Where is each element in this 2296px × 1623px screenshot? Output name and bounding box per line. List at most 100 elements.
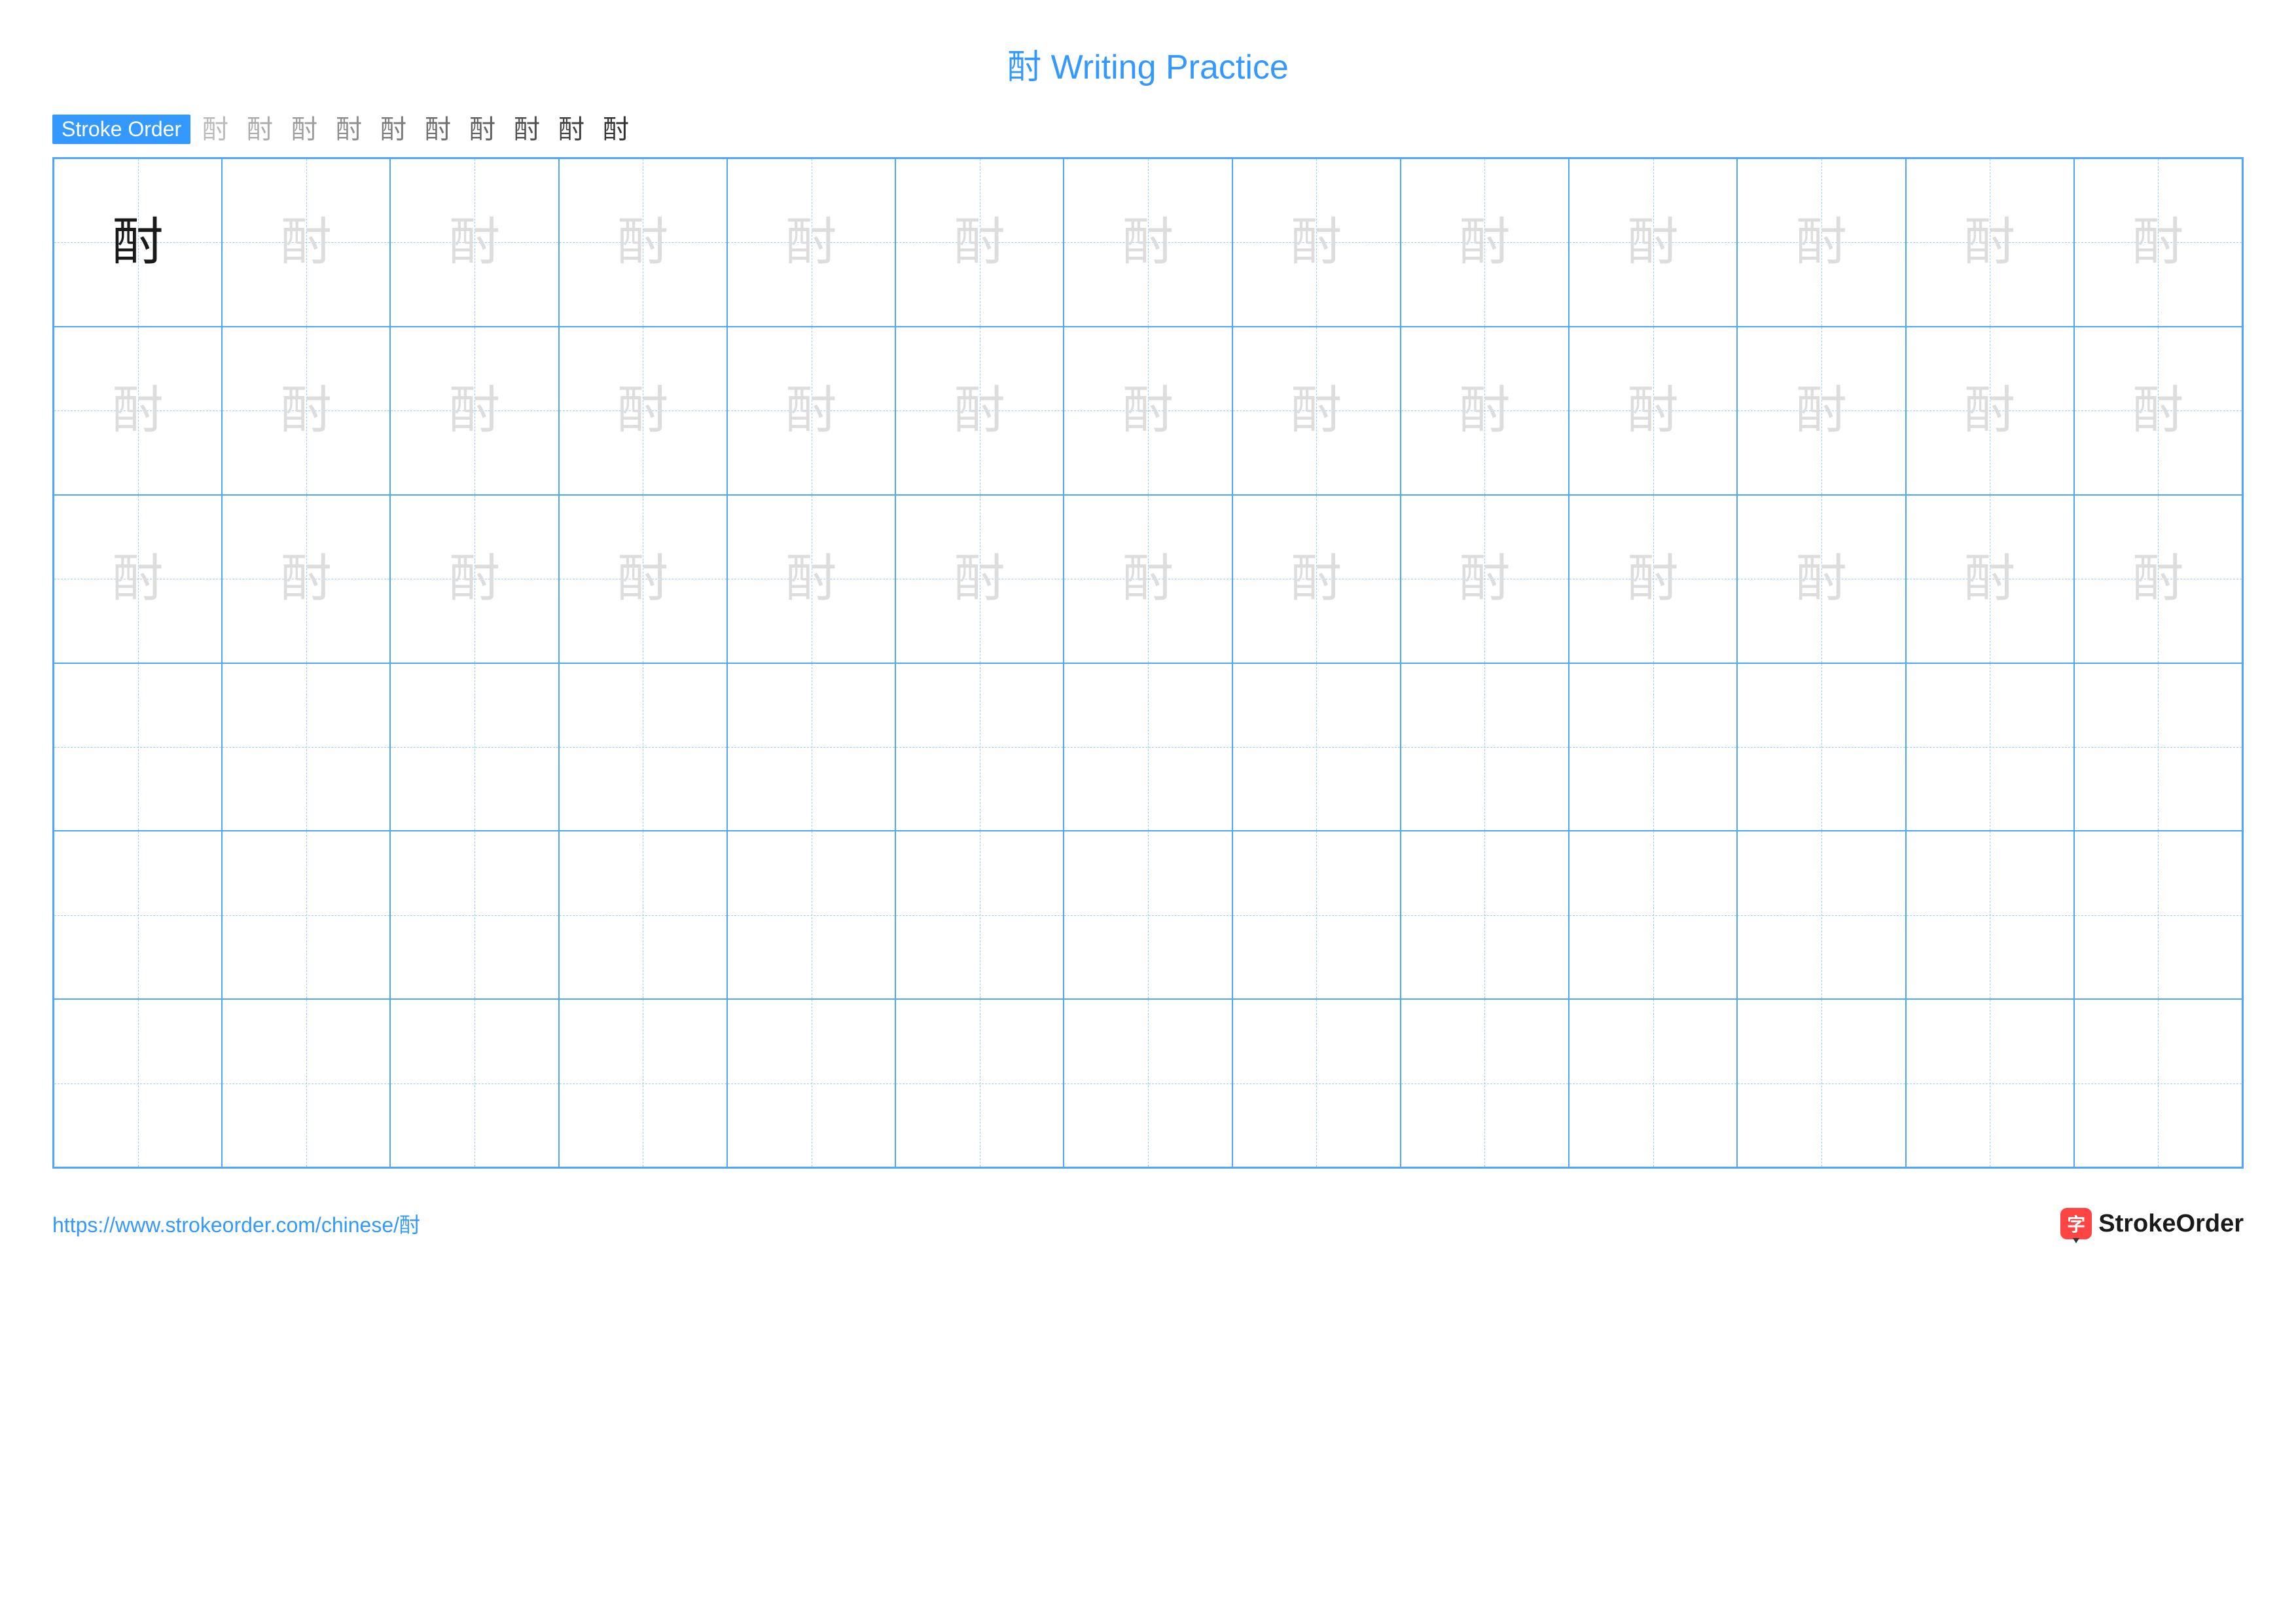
practice-cell: 酎 xyxy=(1737,158,1905,327)
practice-cell xyxy=(1401,663,1569,831)
practice-cell xyxy=(54,999,222,1167)
footer-url-link[interactable]: https://www.strokeorder.com/chinese/酎 xyxy=(52,1209,420,1239)
practice-cell: 酎 xyxy=(727,158,895,327)
practice-character: 酎 xyxy=(281,553,332,604)
practice-character: 酎 xyxy=(1964,217,2015,268)
practice-cell: 酎 xyxy=(222,495,390,663)
stroke-step: 酎 xyxy=(380,117,406,143)
stroke-steps: 酎酎酎酎酎酎酎酎酎酎 xyxy=(202,117,629,143)
practice-character: 酎 xyxy=(449,217,500,268)
practice-character: 酎 xyxy=(617,217,668,268)
footer: https://www.strokeorder.com/chinese/酎 字 … xyxy=(52,1208,2244,1239)
practice-cell xyxy=(1401,999,1569,1167)
practice-character: 酎 xyxy=(113,217,164,268)
practice-cell: 酎 xyxy=(1232,495,1401,663)
practice-cell: 酎 xyxy=(54,495,222,663)
stroke-order-row: Stroke Order 酎酎酎酎酎酎酎酎酎酎 xyxy=(52,115,2244,144)
practice-character: 酎 xyxy=(1964,385,2015,436)
practice-cell: 酎 xyxy=(1064,158,1232,327)
stroke-step: 酎 xyxy=(469,117,495,143)
practice-cell xyxy=(895,999,1064,1167)
practice-character: 酎 xyxy=(2132,217,2183,268)
practice-character: 酎 xyxy=(1122,553,1174,604)
practice-character: 酎 xyxy=(1796,553,1847,604)
practice-cell xyxy=(1064,663,1232,831)
practice-cell: 酎 xyxy=(895,327,1064,495)
practice-cell: 酎 xyxy=(1569,495,1737,663)
practice-cell xyxy=(727,999,895,1167)
practice-character: 酎 xyxy=(1459,217,1510,268)
practice-character: 酎 xyxy=(617,385,668,436)
practice-character: 酎 xyxy=(1291,385,1342,436)
practice-cell: 酎 xyxy=(222,158,390,327)
practice-cell: 酎 xyxy=(1906,327,2074,495)
practice-cell: 酎 xyxy=(2074,495,2242,663)
practice-character: 酎 xyxy=(449,553,500,604)
practice-cell: 酎 xyxy=(1401,327,1569,495)
stroke-step: 酎 xyxy=(603,117,629,143)
practice-character: 酎 xyxy=(954,385,1005,436)
practice-character: 酎 xyxy=(1628,385,1679,436)
practice-cell xyxy=(1064,999,1232,1167)
practice-cell: 酎 xyxy=(1737,495,1905,663)
practice-cell: 酎 xyxy=(1401,158,1569,327)
practice-cell xyxy=(1232,999,1401,1167)
page-title: 酎 Writing Practice xyxy=(52,39,2244,88)
practice-cell xyxy=(1737,663,1905,831)
practice-cell xyxy=(390,831,558,999)
practice-character: 酎 xyxy=(786,553,837,604)
practice-cell xyxy=(54,831,222,999)
practice-cell xyxy=(1906,663,2074,831)
practice-cell: 酎 xyxy=(559,327,727,495)
practice-character: 酎 xyxy=(1964,553,2015,604)
practice-cell xyxy=(390,999,558,1167)
practice-character: 酎 xyxy=(1796,385,1847,436)
practice-cell: 酎 xyxy=(1906,158,2074,327)
practice-cell: 酎 xyxy=(1232,158,1401,327)
practice-character: 酎 xyxy=(113,553,164,604)
practice-character: 酎 xyxy=(1796,217,1847,268)
practice-character: 酎 xyxy=(1459,385,1510,436)
practice-character: 酎 xyxy=(2132,385,2183,436)
practice-cell: 酎 xyxy=(895,495,1064,663)
stroke-step: 酎 xyxy=(336,117,362,143)
practice-cell xyxy=(1569,663,1737,831)
practice-cell xyxy=(390,663,558,831)
practice-cell xyxy=(2074,999,2242,1167)
stroke-step: 酎 xyxy=(247,117,273,143)
practice-character: 酎 xyxy=(1291,553,1342,604)
practice-cell xyxy=(222,999,390,1167)
logo-icon: 字 xyxy=(2060,1208,2092,1239)
practice-cell xyxy=(1064,831,1232,999)
title-character: 酎 xyxy=(1007,48,1041,86)
practice-grid: 酎酎酎酎酎酎酎酎酎酎酎酎酎酎酎酎酎酎酎酎酎酎酎酎酎酎酎酎酎酎酎酎酎酎酎酎酎酎酎 xyxy=(52,157,2244,1169)
practice-cell: 酎 xyxy=(895,158,1064,327)
practice-cell xyxy=(895,663,1064,831)
practice-cell xyxy=(727,831,895,999)
practice-cell: 酎 xyxy=(1401,495,1569,663)
practice-cell: 酎 xyxy=(1569,158,1737,327)
practice-cell xyxy=(1569,999,1737,1167)
practice-cell: 酎 xyxy=(390,495,558,663)
practice-character: 酎 xyxy=(1628,217,1679,268)
practice-cell xyxy=(2074,663,2242,831)
practice-cell xyxy=(54,663,222,831)
practice-cell xyxy=(1906,831,2074,999)
practice-cell: 酎 xyxy=(2074,327,2242,495)
footer-logo: 字 StrokeOrder xyxy=(2060,1208,2244,1239)
practice-character: 酎 xyxy=(281,217,332,268)
stroke-step: 酎 xyxy=(558,117,584,143)
practice-character: 酎 xyxy=(786,217,837,268)
practice-cell: 酎 xyxy=(54,327,222,495)
practice-cell: 酎 xyxy=(1569,327,1737,495)
practice-cell xyxy=(1737,831,1905,999)
practice-character: 酎 xyxy=(281,385,332,436)
stroke-step: 酎 xyxy=(514,117,540,143)
practice-character: 酎 xyxy=(954,553,1005,604)
practice-cell xyxy=(2074,831,2242,999)
practice-character: 酎 xyxy=(1291,217,1342,268)
practice-character: 酎 xyxy=(1122,217,1174,268)
practice-cell: 酎 xyxy=(1064,495,1232,663)
practice-cell xyxy=(559,999,727,1167)
stroke-step: 酎 xyxy=(202,117,228,143)
